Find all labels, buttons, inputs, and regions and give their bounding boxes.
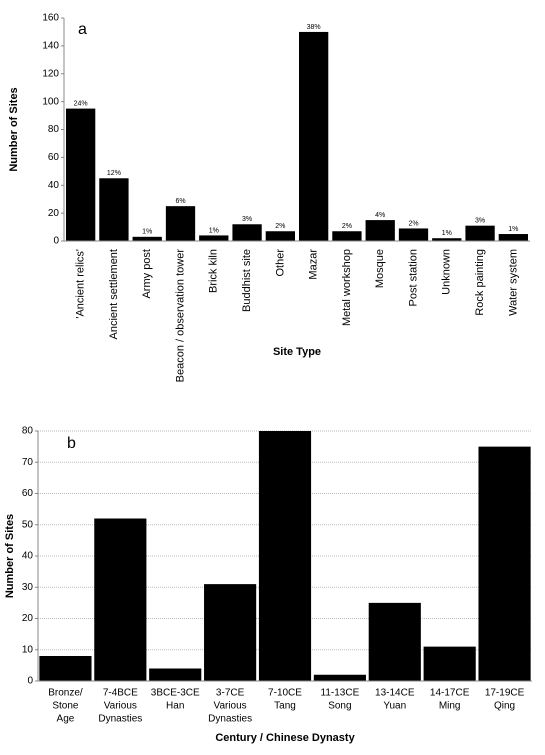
y-tick-label: 140 <box>42 41 59 52</box>
x-tick-label: Unknown <box>441 249 453 295</box>
y-tick-label: 80 <box>22 426 34 437</box>
x-tick-label: Mosque <box>374 249 386 288</box>
x-tick-label: 14-17CE <box>430 688 470 699</box>
y-tick-label: 60 <box>22 488 34 499</box>
bar <box>398 228 429 241</box>
x-tick-label: Stone <box>52 701 79 712</box>
y-tick-label: 60 <box>48 152 60 163</box>
x-tick-label: Ming <box>439 701 461 712</box>
y-tick-label: 0 <box>27 676 33 687</box>
bar <box>478 446 531 681</box>
x-axis-title: Site Type <box>273 346 321 358</box>
percentage-label: 6% <box>175 198 185 205</box>
x-tick-label: 11-13CE <box>321 688 360 699</box>
x-tick-label: Yuan <box>383 701 406 712</box>
y-axis-title: Number of Sites <box>8 87 20 171</box>
x-tick-label: Ancient settlement <box>108 249 120 340</box>
percentage-label: 2% <box>275 223 285 230</box>
y-tick-label: 70 <box>22 457 34 468</box>
x-tick-label: Qing <box>494 701 515 712</box>
x-tick-label: Metal workshop <box>341 249 353 326</box>
percentage-label: 1% <box>142 229 152 236</box>
bar <box>432 238 462 241</box>
x-tick-label: Army post <box>141 249 153 299</box>
y-tick-label: 50 <box>22 519 34 530</box>
bar <box>149 668 202 681</box>
percentage-label: 24% <box>74 100 88 107</box>
y-tick-label: 10 <box>22 644 34 655</box>
x-tick-label: Post station <box>407 249 419 306</box>
bar <box>258 431 312 681</box>
y-tick-label: 120 <box>42 68 59 79</box>
x-tick-label: Other <box>274 249 286 277</box>
bar <box>498 234 529 241</box>
bar <box>132 236 162 241</box>
x-tick-label: Han <box>166 701 184 712</box>
x-tick-label: Rock painting <box>474 249 486 316</box>
y-tick-label: 100 <box>42 96 59 107</box>
bar <box>199 235 229 241</box>
bar <box>99 178 129 241</box>
y-tick-label: 20 <box>22 613 34 624</box>
x-tick-label: 7-4BCE <box>103 688 138 699</box>
x-tick-label: 3BCE-3CE <box>151 688 200 699</box>
percentage-label: 12% <box>107 170 121 177</box>
x-tick-label: Dynasties <box>98 714 142 725</box>
x-tick-label: Various <box>214 701 247 712</box>
x-tick-label: Age <box>57 714 75 725</box>
bar <box>204 584 257 681</box>
x-tick-label: 13-14CE <box>375 688 415 699</box>
y-tick-label: 20 <box>48 208 60 219</box>
x-tick-label: Dynasties <box>208 714 252 725</box>
y-tick-label: 0 <box>53 236 59 247</box>
panel-label: a <box>78 21 87 38</box>
bar <box>313 674 366 681</box>
percentage-label: 1% <box>508 226 518 233</box>
percentage-label: 3% <box>242 216 252 223</box>
y-tick-label: 40 <box>22 551 34 562</box>
panel-label: b <box>67 435 76 452</box>
y-tick-label: 40 <box>48 180 60 191</box>
y-tick-label: 160 <box>42 13 59 24</box>
percentage-label: 1% <box>209 227 219 234</box>
bar <box>265 231 296 241</box>
percentage-label: 3% <box>475 218 485 225</box>
x-tick-label: Bronze/ <box>48 688 83 699</box>
bar <box>94 518 147 681</box>
bar <box>165 206 196 241</box>
bar <box>298 31 329 241</box>
x-tick-label: Tang <box>274 701 296 712</box>
x-tick-label: Mazar <box>308 249 320 280</box>
bar <box>423 646 476 681</box>
percentage-label: 2% <box>408 220 418 227</box>
x-tick-label: Water system <box>507 249 519 316</box>
y-tick-label: 30 <box>22 582 34 593</box>
x-tick-label: Song <box>328 701 351 712</box>
x-tick-label: 'Ancient relics' <box>75 249 87 319</box>
percentage-label: 2% <box>342 223 352 230</box>
x-tick-label: Buddhist site <box>241 249 253 312</box>
bar <box>368 602 421 681</box>
x-tick-label: 3-7CE <box>216 688 245 699</box>
x-tick-label: Beacon / observation tower <box>174 249 186 383</box>
bar <box>365 220 395 241</box>
percentage-label: 38% <box>307 24 321 31</box>
y-tick-label: 80 <box>48 124 60 135</box>
bar <box>332 231 362 241</box>
bar <box>465 225 495 241</box>
bar <box>65 108 96 241</box>
bar <box>39 656 92 681</box>
x-tick-label: Various <box>104 701 137 712</box>
x-tick-label: 17-19CE <box>485 688 525 699</box>
x-axis-title: Century / Chinese Dynasty <box>215 732 355 744</box>
y-axis-title: Number of Sites <box>4 514 16 598</box>
percentage-label: 1% <box>442 230 452 237</box>
x-tick-label: 7-10CE <box>268 688 302 699</box>
x-tick-label: Brick kiln <box>208 249 220 293</box>
percentage-label: 4% <box>375 212 385 219</box>
bar <box>232 224 262 241</box>
